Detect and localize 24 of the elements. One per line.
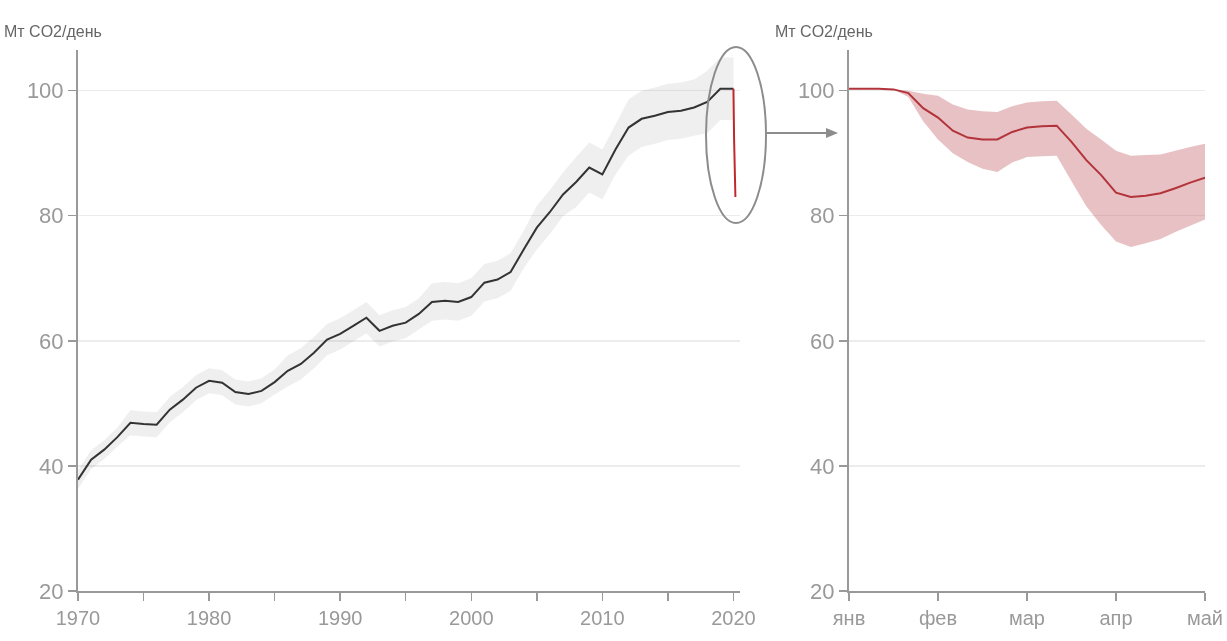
x-tick-label: 2010: [580, 607, 625, 629]
y-axis-title: Мт CO2/день: [775, 23, 873, 40]
y-tick-label: 20: [810, 578, 835, 604]
y-tick-label: 100: [26, 78, 64, 104]
x-tick-label: апр: [1099, 607, 1133, 629]
y-tick-label: 60: [810, 328, 835, 354]
x-tick-label: фев: [918, 607, 958, 629]
y-tick-label: 40: [810, 453, 835, 479]
x-tick-label: 1990: [317, 607, 363, 629]
x-tick-label: 2020: [711, 607, 756, 629]
x-tick-label: 1980: [186, 607, 232, 629]
x-tick-label: янв: [832, 607, 866, 629]
y-tick-label: 20: [39, 578, 64, 604]
line-series: [849, 87, 1205, 198]
x-tick-label: 2000: [449, 607, 494, 629]
x-tick-label: мар: [1009, 607, 1045, 629]
y-tick-label: 40: [39, 453, 64, 479]
y-tick-label: 100: [797, 78, 835, 104]
y-tick-label: 80: [810, 203, 835, 229]
y-tick-label: 60: [39, 328, 64, 354]
x-tick-label: 1970: [55, 607, 101, 629]
x-tick-label: май: [1186, 607, 1224, 629]
y-axis-title: Мт CO2/день: [4, 23, 102, 40]
y-tick-label: 80: [39, 203, 64, 229]
